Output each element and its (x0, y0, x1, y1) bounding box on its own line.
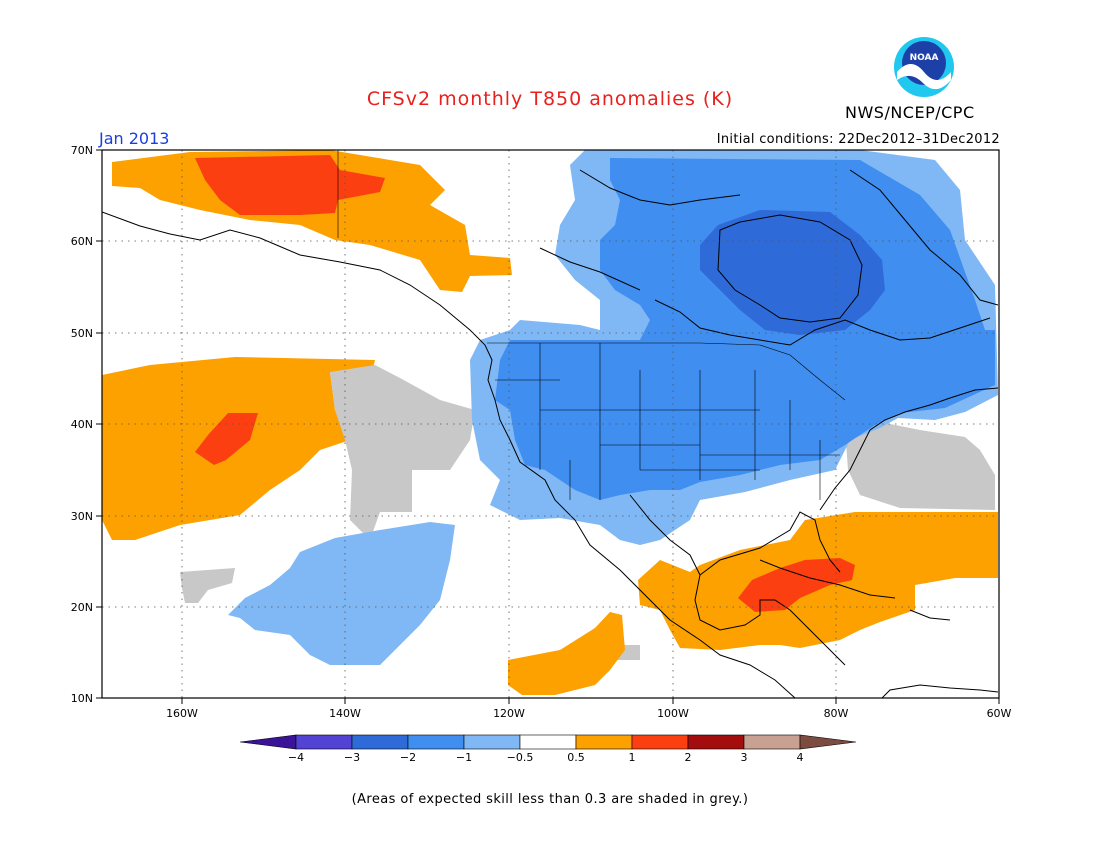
colorbar-tick-label: 2 (685, 751, 692, 764)
lon-label: 80W (824, 707, 849, 720)
noaa-logo-icon: NOAA (894, 37, 954, 97)
colorbar-tick-label: 1 (629, 751, 636, 764)
colorbar-tick-label: −0.5 (507, 751, 534, 764)
warm-anomaly-east-pacific (508, 612, 625, 695)
lat-label: 60N (71, 235, 93, 248)
anomaly-shading (102, 150, 998, 695)
colorbar-bin (463, 734, 521, 750)
colorbar-tick-label: 3 (741, 751, 748, 764)
colorbar-bin (743, 734, 801, 750)
axis-ticks (96, 149, 1000, 704)
lon-label: 100W (657, 707, 689, 720)
logo-text: NOAA (910, 53, 939, 63)
skill-caption: (Areas of expected skill less than 0.3 a… (351, 792, 749, 807)
colorbar: −4 −3 −2 −1 −0.5 0.5 1 2 3 4 (239, 734, 857, 764)
gridlines (102, 150, 999, 698)
agency-label: NWS/NCEP/CPC (845, 103, 975, 122)
lon-label: 140W (329, 707, 361, 720)
colorbar-tick-label: 0.5 (567, 751, 585, 764)
moderate-cool-north-america (495, 158, 995, 500)
cool-anomaly-pacific (228, 522, 455, 665)
lat-label: 10N (71, 692, 93, 705)
colorbar-bin (687, 734, 745, 750)
colorbar-bin (351, 734, 409, 750)
lat-label: 40N (71, 418, 93, 431)
forecast-month: Jan 2013 (99, 129, 170, 148)
colorbar-arrow-right (799, 734, 857, 750)
lon-label: 60W (987, 707, 1012, 720)
longitude-labels: 160W 140W 120W 100W 80W 60W (166, 707, 1011, 720)
colorbar-bin (295, 734, 353, 750)
colorbar-tick-label: −3 (344, 751, 360, 764)
low-skill-hawaii (180, 568, 235, 603)
low-skill-atlantic (845, 422, 995, 510)
strong-warm-alaska (195, 155, 385, 215)
colorbar-bin (631, 734, 689, 750)
lat-label: 50N (71, 327, 93, 340)
colorbar-tick-label: −1 (456, 751, 472, 764)
lat-label: 70N (71, 144, 93, 157)
strong-warm-pacific (195, 413, 258, 465)
colorbar-bin (575, 734, 633, 750)
coastlines (102, 169, 999, 698)
latitude-labels: 70N 60N 50N 40N 30N 20N 10N (71, 144, 93, 705)
colorbar-tick-label: −2 (400, 751, 416, 764)
low-skill-pacific (330, 365, 475, 540)
colorbar-tick-label: −4 (288, 751, 304, 764)
colorbar-bin (407, 734, 465, 750)
lon-label: 120W (493, 707, 525, 720)
lon-label: 160W (166, 707, 198, 720)
political-borders (337, 150, 846, 500)
strong-warm-gulf (738, 558, 855, 612)
initial-conditions: Initial conditions: 22Dec2012–31Dec2012 (716, 132, 1000, 147)
colorbar-tick-label: 4 (797, 751, 804, 764)
colorbar-arrow-left (239, 734, 297, 750)
chart-title: CFSv2 monthly T850 anomalies (K) (366, 88, 734, 110)
lat-label: 30N (71, 510, 93, 523)
colorbar-bin (519, 734, 577, 750)
lat-label: 20N (71, 601, 93, 614)
anomaly-map: 70N 60N 50N 40N 30N 20N 10N 160W 140W 12… (71, 144, 1012, 764)
